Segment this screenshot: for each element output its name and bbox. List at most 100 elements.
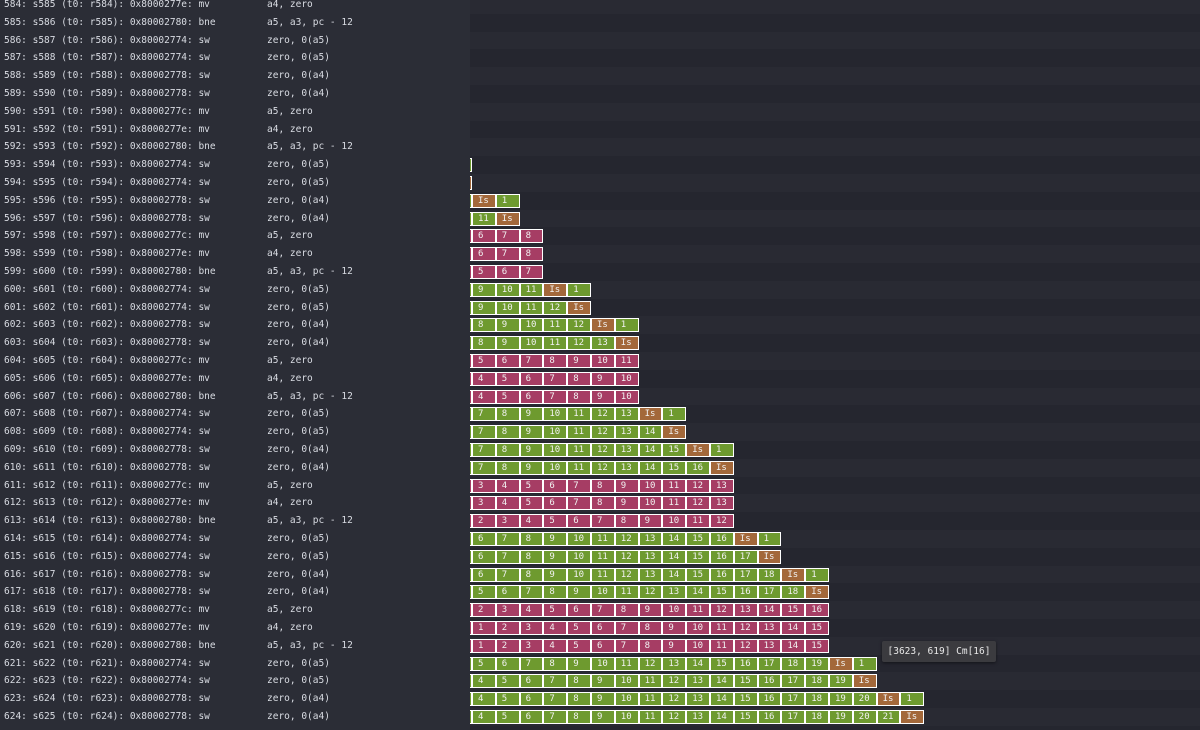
instruction-row[interactable]: 593: s594 (t0: r593): 0x80002774: sw zero…: [0, 156, 470, 174]
instruction-row[interactable]: 607: s608 (t0: r607): 0x80002774: sw zero…: [0, 405, 470, 423]
instruction-row[interactable]: 590: s591 (t0: r590): 0x8000277c: mv a5, …: [0, 103, 470, 121]
stage-cell[interactable]: 14: [638, 425, 663, 440]
stage-cell[interactable]: Is: [495, 211, 520, 226]
stage-cell[interactable]: 12: [638, 585, 663, 600]
stage-cell[interactable]: 3: [495, 603, 520, 618]
stage-cell[interactable]: 7: [470, 318, 472, 333]
stage-cell[interactable]: 8: [638, 638, 663, 653]
stage-cell[interactable]: 5: [470, 549, 472, 564]
stage-cell[interactable]: 10: [495, 300, 520, 315]
stage-cell[interactable]: 3: [470, 692, 472, 707]
timeline-row[interactable]: FDcRnDs12345678910111213141516171819Is: [470, 672, 1200, 691]
stage-cell[interactable]: 14: [710, 674, 734, 689]
stage-cell[interactable]: 12: [567, 336, 591, 351]
instruction-row[interactable]: 604: s605 (t0: r604): 0x8000277c: mv a5, …: [0, 352, 470, 370]
stage-cell[interactable]: 4: [470, 656, 472, 671]
stage-cell[interactable]: 3: [470, 371, 472, 386]
instruction-row[interactable]: 602: s603 (t0: r602): 0x80002778: sw zero…: [0, 316, 470, 334]
stage-cell[interactable]: 7: [519, 585, 544, 600]
stage-cell[interactable]: 6: [472, 532, 496, 546]
stage-cell[interactable]: 10: [614, 674, 639, 689]
stage-cell[interactable]: 5: [495, 674, 520, 689]
stage-cell[interactable]: 5: [470, 532, 472, 546]
instruction-row[interactable]: 606: s607 (t0: r606): 0x80002780: bne a5,…: [0, 388, 470, 406]
timeline-row[interactable]: DcRnDs12345678910Is1: [470, 191, 1200, 210]
stage-cell[interactable]: 11: [662, 496, 687, 511]
stage-cell[interactable]: 6: [495, 656, 520, 671]
stage-cell[interactable]: 18: [757, 567, 782, 582]
stage-cell[interactable]: 7: [543, 371, 568, 386]
stage-cell[interactable]: 9: [567, 656, 591, 671]
stage-cell[interactable]: 4: [495, 496, 520, 511]
stage-cell[interactable]: 14: [686, 656, 710, 671]
stage-cell[interactable]: 20: [852, 710, 877, 724]
stage-cell[interactable]: 5: [470, 567, 472, 582]
stage-cell[interactable]: 4: [472, 371, 496, 386]
stage-cell[interactable]: 11: [686, 514, 710, 529]
stage-cell[interactable]: 13: [686, 692, 710, 707]
instruction-row[interactable]: 609: s610 (t0: r609): 0x80002778: sw zero…: [0, 441, 470, 459]
stage-cell[interactable]: 10: [470, 193, 472, 208]
timeline-row[interactable]: RnDs123456Is1: [470, 31, 1200, 50]
instruction-row[interactable]: 621: s622 (t0: r621): 0x80002774: sw zero…: [0, 655, 470, 673]
stage-cell[interactable]: 11: [638, 692, 663, 707]
stage-cell[interactable]: 10: [591, 354, 615, 368]
timeline-row[interactable]: RnDs12345678Is: [470, 85, 1200, 103]
stage-cell[interactable]: 11: [472, 211, 496, 226]
stage-cell[interactable]: 6: [543, 496, 568, 511]
stage-cell[interactable]: 1: [662, 407, 687, 422]
stage-cell[interactable]: 7: [543, 692, 568, 707]
stage-cell[interactable]: Is: [543, 282, 568, 297]
timeline-row[interactable]: FDcRnDs1Is1Cm123456789101112131415: [470, 636, 1200, 655]
stage-cell[interactable]: 9: [591, 710, 615, 724]
stage-cell[interactable]: 9: [543, 532, 568, 546]
stage-cell[interactable]: 14: [710, 710, 734, 724]
stage-cell[interactable]: 15: [781, 603, 806, 618]
timeline-row[interactable]: DcRnDs1234567891011Is: [470, 209, 1200, 228]
timeline-row[interactable]: DcRnDs123456789Is: [470, 174, 1200, 192]
stage-cell[interactable]: 13: [638, 532, 663, 546]
stage-cell[interactable]: 1: [757, 532, 782, 546]
stage-cell[interactable]: 13: [614, 425, 639, 440]
stage-cell[interactable]: 11: [591, 532, 615, 546]
stage-cell[interactable]: Is: [591, 318, 615, 333]
stage-cell[interactable]: 8: [591, 478, 615, 493]
stage-cell[interactable]: 5: [519, 478, 544, 493]
stage-cell[interactable]: 9: [638, 603, 663, 618]
stage-cell[interactable]: 9: [519, 425, 544, 440]
stage-cell[interactable]: 3: [470, 389, 472, 404]
instruction-row[interactable]: 600: s601 (t0: r600): 0x80002774: sw zero…: [0, 281, 470, 299]
stage-cell[interactable]: 8: [567, 371, 591, 386]
stage-cell[interactable]: 15: [710, 656, 734, 671]
instruction-row[interactable]: 595: s596 (t0: r595): 0x80002778: sw zero…: [0, 192, 470, 210]
stage-cell[interactable]: 6: [591, 621, 615, 635]
stage-cell[interactable]: 1: [852, 656, 877, 671]
stage-cell[interactable]: 10: [567, 532, 591, 546]
stage-cell[interactable]: 4: [519, 514, 544, 529]
stage-cell[interactable]: 11: [710, 621, 734, 635]
stage-cell[interactable]: 9: [472, 300, 496, 315]
stage-cell[interactable]: Is: [733, 532, 758, 546]
stage-cell[interactable]: 4: [470, 585, 472, 600]
instruction-row[interactable]: 605: s606 (t0: r605): 0x8000277e: mv a4, …: [0, 370, 470, 388]
timeline-row[interactable]: RnDs123456Is: [470, 49, 1200, 68]
timeline-row[interactable]: FDcRnDs12345678910111213Is1: [470, 405, 1200, 424]
stage-cell[interactable]: 13: [710, 478, 734, 493]
stage-cell[interactable]: 9: [495, 318, 520, 333]
stage-cell[interactable]: 2: [470, 496, 472, 511]
stage-cell[interactable]: 5: [470, 247, 472, 262]
stage-cell[interactable]: 13: [733, 603, 758, 618]
stage-cell[interactable]: 6: [472, 247, 496, 262]
stage-cell[interactable]: 4: [472, 674, 496, 689]
stage-cell[interactable]: 7: [495, 229, 520, 244]
stage-cell[interactable]: 18: [805, 674, 829, 689]
stage-cell[interactable]: 3: [519, 621, 544, 635]
stage-cell[interactable]: 12: [662, 710, 687, 724]
stage-cell[interactable]: 13: [662, 585, 687, 600]
stage-cell[interactable]: 3: [470, 710, 472, 724]
stage-cell[interactable]: 12: [543, 300, 568, 315]
instruction-row[interactable]: 601: s602 (t0: r601): 0x80002774: sw zero…: [0, 299, 470, 317]
stage-cell[interactable]: 5: [495, 389, 520, 404]
stage-cell[interactable]: 13: [686, 710, 710, 724]
stage-cell[interactable]: 16: [733, 656, 758, 671]
